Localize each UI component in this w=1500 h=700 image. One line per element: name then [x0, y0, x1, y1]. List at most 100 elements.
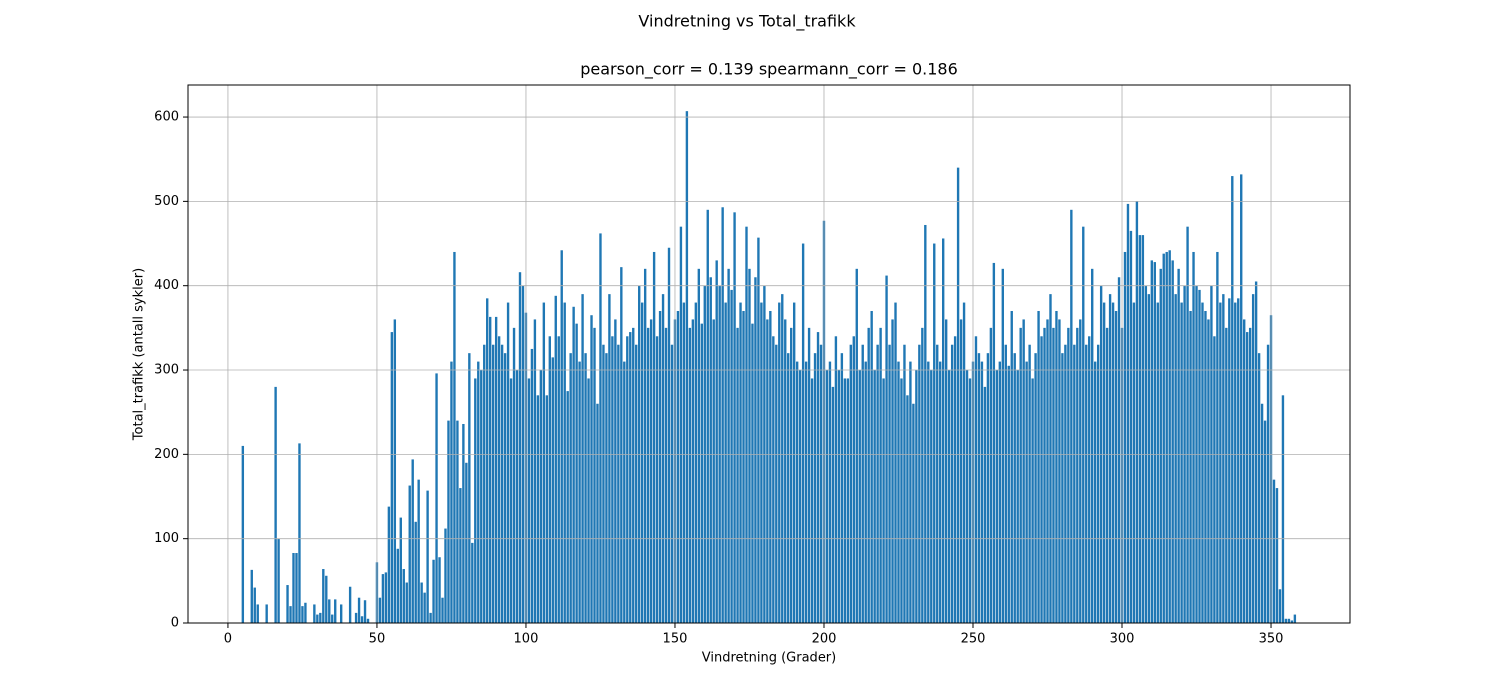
bar [1243, 319, 1246, 623]
bar [599, 233, 602, 623]
x-tick-label: 250 [961, 632, 986, 647]
bar [798, 370, 802, 623]
bar [664, 327, 668, 623]
chart-subtitle: pearson_corr = 0.139 spearmann_corr = 0.… [580, 60, 958, 80]
bar [539, 370, 543, 623]
bar [611, 336, 614, 623]
bar [420, 582, 423, 623]
bar [849, 344, 852, 623]
bar [754, 277, 757, 623]
bar [486, 298, 489, 623]
bar [629, 332, 632, 623]
bar [1260, 403, 1264, 623]
bar [426, 490, 429, 623]
bar [739, 302, 742, 623]
bar [1231, 176, 1234, 624]
bar [1001, 268, 1004, 623]
bar [688, 327, 692, 623]
bar [1189, 310, 1192, 623]
bar [438, 557, 441, 623]
bar [643, 268, 647, 623]
bar [921, 327, 924, 623]
y-tick-label: 100 [154, 531, 179, 546]
bar [1254, 281, 1258, 623]
bar [715, 260, 718, 623]
bar [465, 462, 468, 623]
bar [974, 336, 978, 623]
bar [459, 488, 462, 623]
bar [295, 553, 298, 623]
bar [348, 586, 352, 623]
bar [1168, 250, 1171, 623]
bar [1096, 344, 1100, 623]
bar [1153, 262, 1156, 623]
bar [918, 344, 921, 623]
bar [590, 315, 593, 623]
bar [1213, 336, 1216, 623]
y-tick-label: 600 [154, 110, 179, 125]
bar [396, 548, 400, 623]
bar [712, 319, 715, 623]
bar [894, 302, 897, 623]
bar [900, 378, 903, 623]
bar [909, 361, 912, 623]
bar [542, 302, 546, 623]
bar [289, 606, 292, 623]
bar [360, 616, 364, 623]
bar [1180, 302, 1183, 623]
bar [915, 370, 918, 623]
bar [325, 575, 328, 623]
bar [813, 353, 817, 623]
bar [411, 459, 414, 623]
bar [277, 538, 280, 623]
bar [1147, 294, 1151, 623]
bar [617, 344, 620, 623]
bar [885, 275, 888, 623]
bar [489, 316, 492, 623]
bar [1091, 268, 1094, 623]
bar [810, 378, 814, 623]
bar [828, 361, 832, 623]
bar [265, 604, 268, 623]
bar [640, 302, 644, 623]
bar [462, 423, 465, 623]
bar [1245, 332, 1249, 623]
bar [679, 226, 683, 623]
bar [953, 336, 957, 623]
bar [950, 344, 954, 623]
bar [635, 344, 638, 623]
bar [471, 542, 474, 623]
bar [980, 361, 984, 623]
bar [414, 521, 417, 623]
bar [903, 344, 906, 623]
bar [596, 403, 599, 623]
bar [706, 209, 709, 624]
bar [435, 373, 438, 623]
bar [357, 597, 361, 623]
bar [1049, 294, 1052, 623]
bar [1117, 277, 1121, 623]
bar [700, 323, 703, 623]
bar [1290, 620, 1294, 623]
bar [1281, 395, 1285, 623]
bar [1037, 310, 1040, 623]
bar [334, 599, 337, 623]
bar [563, 302, 566, 623]
bar [1237, 298, 1240, 623]
bar [861, 344, 864, 623]
bar [1171, 260, 1174, 623]
bar [483, 344, 486, 623]
bar [730, 289, 733, 623]
bar [772, 336, 775, 623]
bar [1132, 302, 1136, 623]
bar [274, 386, 277, 623]
bar [506, 302, 510, 623]
bar [992, 262, 996, 623]
plot-frame [187, 84, 1351, 624]
bar [936, 344, 939, 623]
bar [778, 302, 781, 623]
bar [250, 569, 253, 623]
bar [1219, 302, 1222, 623]
bar [632, 327, 635, 623]
bar [939, 361, 942, 623]
